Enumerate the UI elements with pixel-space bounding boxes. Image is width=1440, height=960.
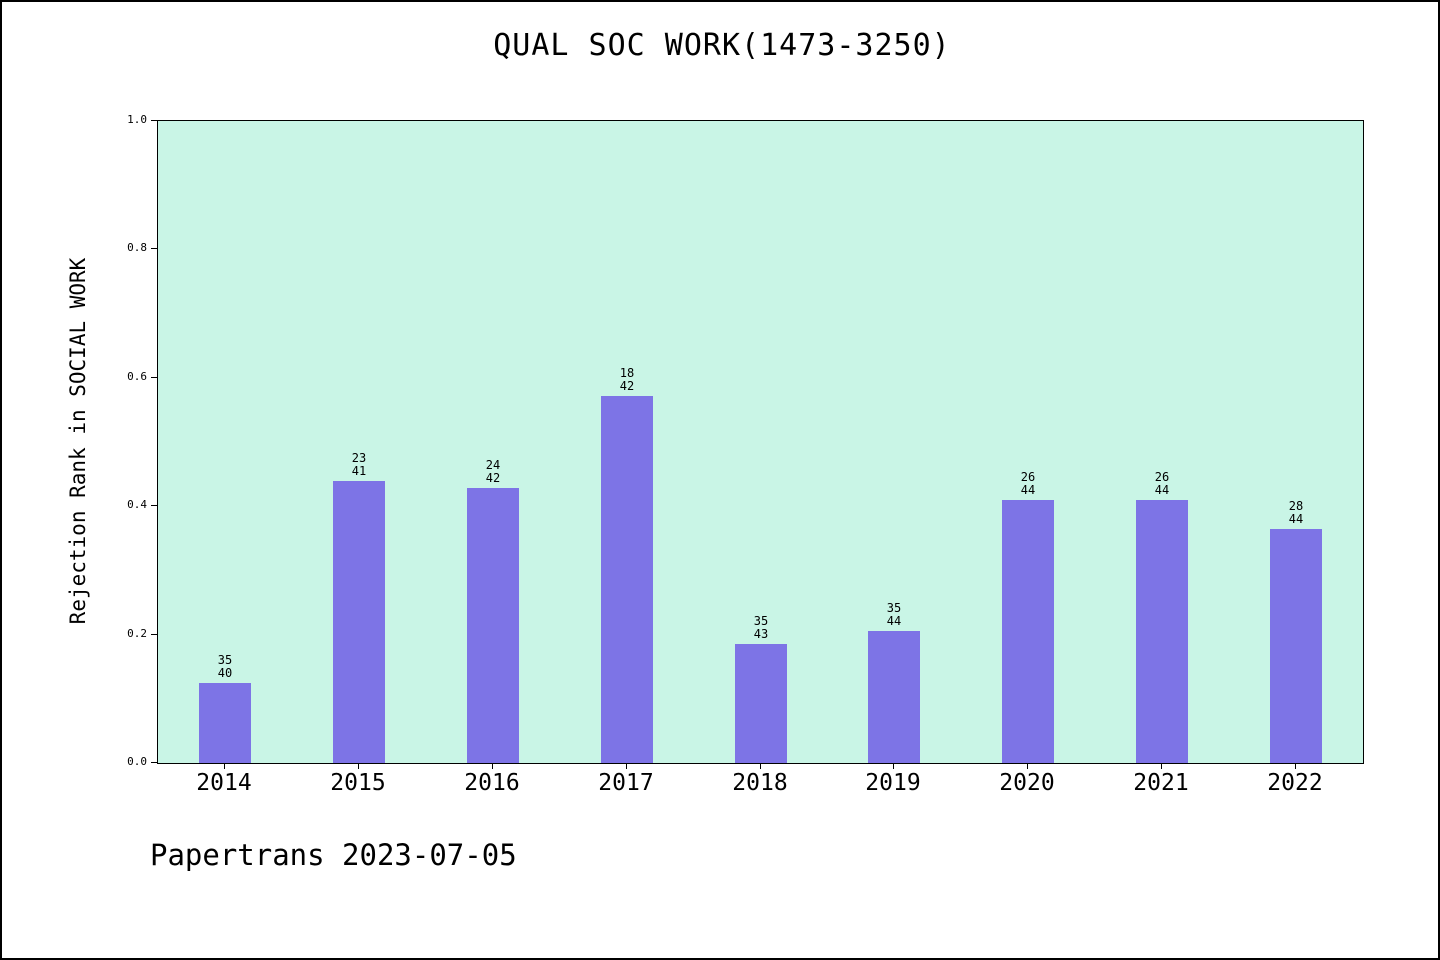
y-tick-label: 0.0 xyxy=(127,755,147,768)
x-tick-mark xyxy=(224,763,225,769)
bar-2022 xyxy=(1270,529,1322,763)
y-tick-label: 0.4 xyxy=(127,498,147,511)
y-tick-mark xyxy=(151,248,157,249)
x-tick-mark xyxy=(358,763,359,769)
bar-2020 xyxy=(1002,500,1054,763)
x-tick-label: 2018 xyxy=(732,770,788,796)
bar-2014 xyxy=(199,683,251,763)
x-tick-label: 2021 xyxy=(1133,770,1189,796)
x-tick-mark xyxy=(626,763,627,769)
bar-value-label: 26 44 xyxy=(1020,470,1036,497)
y-tick-label: 0.2 xyxy=(127,627,147,640)
y-axis-label: Rejection Rank in SOCIAL WORK xyxy=(66,257,90,625)
plot-area: 35 40 23 41 24 42 18 42 35 43 35 44 26 44 26 44… xyxy=(157,120,1364,764)
footer-watermark: Papertrans 2023-07-05 xyxy=(150,838,517,872)
x-tick-mark xyxy=(1027,763,1028,769)
x-tick-label: 2016 xyxy=(464,770,520,796)
y-tick-mark xyxy=(151,120,157,121)
x-tick-label: 2020 xyxy=(999,770,1055,796)
chart-title: QUAL SOC WORK(1473-3250) xyxy=(493,28,951,63)
bar-value-label: 35 40 xyxy=(217,653,233,680)
bar-2015 xyxy=(333,481,385,763)
x-tick-label: 2019 xyxy=(865,770,921,796)
x-tick-label: 2015 xyxy=(330,770,386,796)
x-tick-mark xyxy=(760,763,761,769)
y-tick-mark xyxy=(151,377,157,378)
y-tick-mark xyxy=(151,505,157,506)
bar-value-label: 26 44 xyxy=(1154,470,1170,497)
x-tick-mark xyxy=(893,763,894,769)
bar-value-label: 35 44 xyxy=(886,601,902,628)
bar-2018 xyxy=(735,644,787,763)
bar-value-label: 24 42 xyxy=(485,458,501,485)
x-tick-label: 2022 xyxy=(1267,770,1323,796)
bar-value-label: 28 44 xyxy=(1288,499,1304,526)
bar-value-label: 23 41 xyxy=(351,451,367,478)
y-tick-label: 0.6 xyxy=(127,370,147,383)
bar-value-label: 35 43 xyxy=(753,614,769,641)
x-tick-mark xyxy=(492,763,493,769)
x-tick-mark xyxy=(1161,763,1162,769)
bar-2021 xyxy=(1136,500,1188,763)
x-tick-label: 2014 xyxy=(196,770,252,796)
x-tick-label: 2017 xyxy=(598,770,654,796)
y-tick-mark xyxy=(151,762,157,763)
bar-2016 xyxy=(467,488,519,763)
y-tick-label: 1.0 xyxy=(127,113,147,126)
y-tick-mark xyxy=(151,634,157,635)
bar-value-label: 18 42 xyxy=(619,366,635,393)
bar-2017 xyxy=(601,396,653,763)
bar-2019 xyxy=(868,631,920,763)
y-tick-label: 0.8 xyxy=(127,241,147,254)
x-tick-mark xyxy=(1295,763,1296,769)
